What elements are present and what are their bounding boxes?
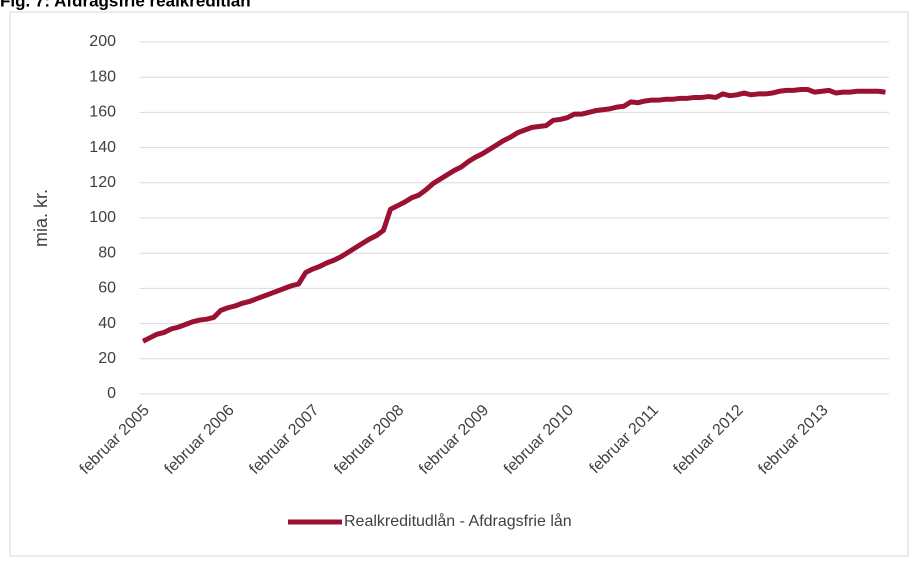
y-tick-label: 60 xyxy=(98,280,116,297)
y-tick-label: 100 xyxy=(89,209,116,226)
y-tick-label: 0 xyxy=(107,385,116,402)
legend-label: Realkreditudlån - Afdragsfrie lån xyxy=(344,512,572,530)
x-tick-label: februar 2011 xyxy=(587,402,662,477)
x-tick-label: februar 2009 xyxy=(416,402,492,478)
y-axis-label: mia. kr. xyxy=(31,189,51,247)
y-tick-label: 200 xyxy=(89,33,116,50)
x-tick-label: februar 2006 xyxy=(162,402,238,478)
y-tick-label: 160 xyxy=(89,104,116,121)
x-tick-label: februar 2012 xyxy=(671,402,747,478)
y-tick-label: 20 xyxy=(98,350,116,367)
y-tick-label: 80 xyxy=(98,244,116,261)
x-tick-label: februar 2005 xyxy=(77,402,153,478)
line-series xyxy=(141,87,886,344)
y-tick-label: 40 xyxy=(98,315,116,332)
x-tick-label: februar 2007 xyxy=(246,402,322,478)
chart-frame xyxy=(9,11,909,557)
y-tick-label: 120 xyxy=(89,174,116,191)
y-tick-label: 180 xyxy=(89,68,116,85)
x-tick-label: februar 2013 xyxy=(755,402,831,478)
chart-title: Fig. 7: Afdragsfrie realkreditlån xyxy=(0,0,251,10)
x-tick-label: februar 2010 xyxy=(501,402,577,478)
x-tick-label: februar 2008 xyxy=(331,402,407,478)
y-tick-label: 140 xyxy=(89,139,116,156)
